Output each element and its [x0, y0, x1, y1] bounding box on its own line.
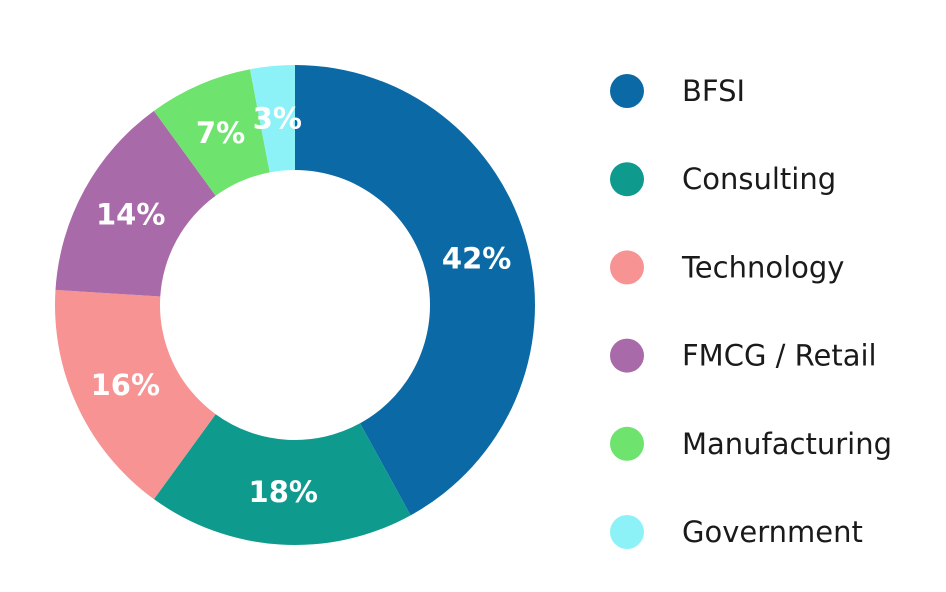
legend-swatch [610, 250, 644, 285]
legend-label: Government [682, 515, 863, 549]
legend-label: Consulting [682, 162, 836, 196]
legend-swatch [610, 74, 644, 108]
legend-swatch [610, 426, 644, 461]
slice-fmcg-retail [55, 110, 216, 297]
legend-swatch [610, 515, 644, 549]
data-label: 14% [96, 198, 165, 232]
slice-consulting [153, 414, 411, 546]
data-label: 42% [442, 241, 511, 275]
legend-label: BFSI [682, 74, 745, 108]
legend-label: FMCG / Retail [682, 339, 877, 373]
slice-government [250, 65, 295, 173]
data-label: 16% [91, 368, 160, 402]
slice-manufacturing [153, 69, 270, 196]
data-label: 18% [249, 475, 318, 509]
legend-swatch [610, 162, 644, 197]
legend-swatch [610, 338, 644, 373]
data-label: 3% [253, 101, 302, 135]
data-label: 7% [196, 116, 245, 150]
legend-label: Manufacturing [682, 427, 892, 461]
slice-bfsi [295, 65, 536, 516]
slice-technology [54, 289, 216, 500]
legend-label: Technology [681, 250, 844, 284]
